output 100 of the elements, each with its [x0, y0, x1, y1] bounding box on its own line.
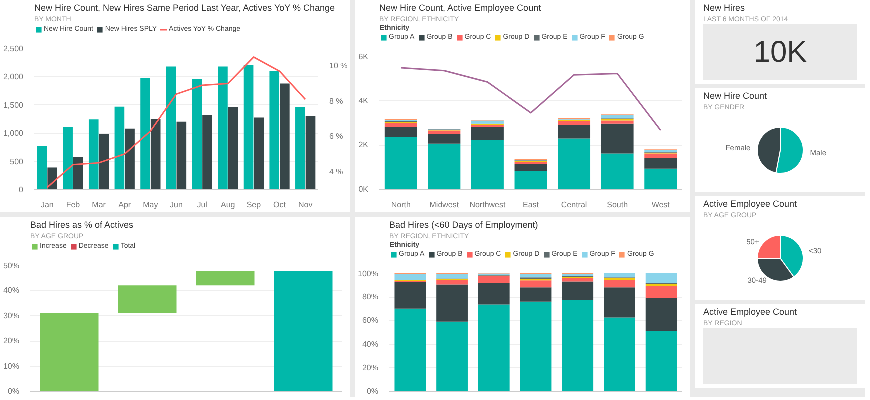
bar	[176, 122, 187, 190]
bar	[601, 115, 634, 119]
y-tick-label: 2,000	[3, 72, 24, 82]
bar	[306, 116, 316, 190]
bar	[514, 171, 548, 190]
y-tick-label: 0	[19, 186, 24, 194]
text: Active Employee Count	[704, 307, 798, 317]
x-tick-label: Nov	[298, 200, 313, 210]
bar	[514, 164, 548, 172]
x-tick-label: Northwest	[470, 200, 506, 210]
bar	[520, 274, 552, 278]
y-tick-label: 2K	[358, 140, 370, 150]
bar	[644, 158, 678, 169]
bar	[436, 284, 468, 322]
bar	[601, 154, 634, 190]
bar	[394, 274, 426, 280]
bar	[604, 274, 636, 278]
bar	[118, 286, 177, 314]
text: New Hires	[704, 3, 746, 13]
x-tick-label: Feb	[66, 200, 81, 210]
x-tick-label: Jun	[170, 200, 183, 210]
y-tick-label: 0K	[358, 185, 370, 194]
bar	[384, 123, 418, 128]
bar	[428, 134, 461, 144]
bar	[562, 282, 594, 300]
y-tick-label: 60%	[362, 316, 379, 326]
bar	[646, 331, 678, 392]
x-tick-label: Mar	[92, 200, 106, 210]
bar	[254, 118, 264, 190]
x-tick-label: East	[522, 200, 540, 210]
bar	[73, 157, 84, 190]
chart-title: Bad Hires as % of Actives	[30, 220, 134, 230]
bar	[196, 272, 255, 286]
x-tick-label: Aug	[221, 200, 236, 210]
text: 10K	[754, 36, 808, 69]
bar	[558, 121, 591, 125]
bar	[428, 144, 461, 190]
bar	[604, 280, 636, 288]
bar	[471, 126, 504, 140]
bar	[166, 66, 176, 190]
y-tick-label: 1,500	[3, 100, 24, 110]
bar	[644, 168, 678, 190]
y2-tick-label: 6 %	[330, 132, 344, 142]
y-tick-label: 80%	[362, 292, 379, 302]
y-tick-label: 500	[10, 157, 24, 166]
bar	[125, 128, 135, 190]
bar	[520, 302, 552, 392]
bar	[428, 130, 461, 135]
bar	[192, 78, 202, 190]
y-tick-label: 4K	[358, 96, 370, 106]
chart-title: Bad Hires (<60 Days of Employment)	[390, 220, 538, 230]
x-tick-label: South	[607, 200, 628, 210]
bar	[394, 308, 426, 392]
bar	[40, 313, 99, 392]
bar	[558, 124, 591, 139]
bar	[296, 107, 306, 190]
chart-title: New Hire Count, New Hires Same Period Last Year, Actives YoY % Change	[34, 3, 335, 13]
x-tick-label: West	[652, 200, 671, 210]
bar	[558, 138, 591, 190]
bar	[562, 278, 594, 282]
bar	[436, 274, 468, 279]
chart-title: New Hire Count, Active Employee Count	[380, 3, 542, 13]
bar	[140, 78, 150, 190]
y-tick-label: 40%	[362, 340, 379, 349]
bar	[280, 84, 290, 190]
y2-tick-label: 8 %	[330, 96, 344, 106]
bar	[114, 106, 125, 190]
line-series	[46, 56, 306, 188]
y-tick-label: 50%	[3, 262, 20, 270]
bar	[604, 288, 636, 318]
bar	[436, 322, 468, 392]
bar	[384, 127, 418, 138]
bar	[274, 272, 333, 392]
bar	[646, 274, 678, 284]
bar	[520, 280, 552, 288]
x-tick-label: North	[391, 200, 411, 210]
bar	[646, 298, 678, 332]
y2-tick-label: 10 %	[330, 62, 348, 71]
bar	[478, 282, 510, 305]
bar	[228, 107, 238, 190]
bar	[202, 115, 212, 190]
bar	[436, 280, 468, 285]
bar	[471, 120, 504, 124]
bar	[520, 288, 552, 302]
x-tick-label: May	[143, 200, 158, 210]
y-tick-label: 0%	[8, 387, 20, 396]
bar	[562, 300, 594, 392]
y-tick-label: 20%	[3, 336, 20, 346]
x-tick-label: Jul	[197, 200, 208, 210]
y-tick-label: 6K	[358, 52, 370, 62]
y-tick-label: 10%	[3, 362, 20, 371]
y-tick-label: 40%	[3, 286, 20, 296]
bar	[218, 66, 228, 190]
bar	[394, 282, 426, 309]
bar	[601, 124, 634, 154]
bar	[48, 168, 58, 190]
bar	[270, 70, 280, 190]
x-tick-label: Central	[561, 200, 588, 210]
y-tick-label: 100%	[358, 270, 379, 278]
bar	[604, 318, 636, 392]
